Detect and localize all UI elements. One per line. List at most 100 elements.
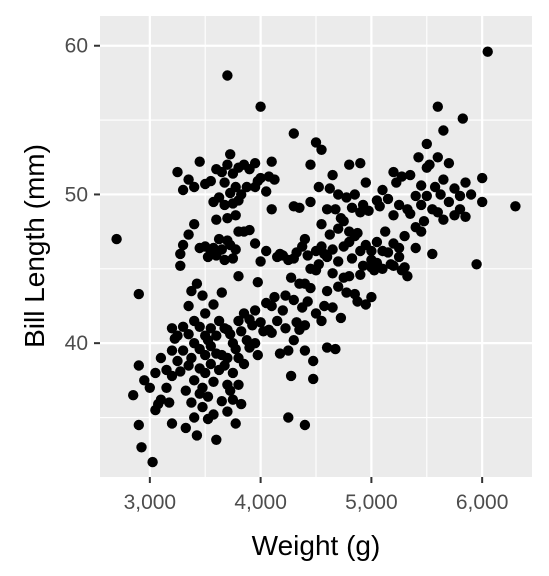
data-point <box>302 250 313 261</box>
data-point <box>155 394 167 405</box>
data-point <box>150 367 161 379</box>
data-points <box>111 46 521 468</box>
data-point <box>222 352 233 364</box>
data-point <box>416 226 427 237</box>
data-point <box>410 190 421 202</box>
data-point <box>382 247 394 258</box>
data-point <box>147 456 158 468</box>
data-point <box>482 46 493 57</box>
data-point <box>333 256 344 267</box>
data-point <box>200 308 211 319</box>
data-point <box>183 300 194 312</box>
data-point <box>186 397 197 408</box>
data-point <box>216 396 227 407</box>
data-point <box>399 230 410 242</box>
data-point <box>205 175 216 187</box>
data-point <box>225 385 236 396</box>
data-point <box>180 422 191 434</box>
data-point <box>222 70 233 81</box>
data-point <box>266 300 277 312</box>
data-point <box>213 233 225 245</box>
data-point <box>249 338 261 349</box>
data-point <box>166 345 178 356</box>
data-point <box>230 181 241 193</box>
data-point <box>321 251 333 263</box>
data-point <box>335 312 347 324</box>
data-point <box>166 370 178 382</box>
data-point <box>266 327 277 338</box>
data-point <box>222 213 233 224</box>
data-point <box>438 174 449 185</box>
data-point <box>302 296 313 307</box>
data-point <box>299 320 311 331</box>
data-point <box>133 360 144 371</box>
data-point <box>249 158 261 169</box>
data-point <box>366 245 377 257</box>
data-point <box>316 315 327 327</box>
data-point <box>316 144 327 155</box>
data-point <box>230 418 241 429</box>
data-point <box>197 290 208 301</box>
data-point <box>266 204 277 215</box>
data-point <box>288 128 299 139</box>
data-point <box>432 152 443 163</box>
data-point <box>205 323 216 334</box>
data-point <box>230 343 241 355</box>
data-point <box>285 370 297 382</box>
data-point <box>393 251 405 263</box>
data-point <box>219 177 230 188</box>
data-point <box>277 305 288 316</box>
data-point <box>454 190 466 202</box>
data-point <box>338 216 349 227</box>
data-point <box>510 201 521 212</box>
data-point <box>191 430 203 441</box>
data-point <box>416 180 427 191</box>
x-axis-title: Weight (g) <box>252 530 381 561</box>
data-point <box>222 406 233 417</box>
data-point <box>227 394 239 405</box>
data-point <box>299 419 311 431</box>
data-point <box>191 278 203 289</box>
data-point <box>405 169 416 181</box>
data-point <box>183 329 194 340</box>
data-point <box>177 239 189 251</box>
data-point <box>208 376 219 387</box>
data-point <box>416 199 427 211</box>
data-point <box>402 271 413 282</box>
data-point <box>310 137 322 148</box>
data-point <box>161 382 172 393</box>
data-point <box>360 177 371 188</box>
x-tick-label: 3,000 <box>124 491 177 514</box>
data-point <box>200 367 211 379</box>
data-point <box>227 367 239 379</box>
data-point <box>349 189 360 200</box>
data-point <box>238 358 250 370</box>
data-point <box>316 219 327 230</box>
y-axis: 40 50 60 <box>65 35 100 355</box>
data-point <box>219 254 230 266</box>
data-point <box>429 181 441 193</box>
y-tick-label: 50 <box>65 183 88 206</box>
data-point <box>327 169 338 181</box>
data-point <box>272 315 283 327</box>
data-point <box>288 294 299 306</box>
data-point <box>388 166 399 178</box>
data-point <box>366 291 377 303</box>
data-point <box>200 349 211 361</box>
data-point <box>333 223 344 234</box>
data-point <box>443 196 455 208</box>
data-point <box>227 253 239 264</box>
data-point <box>144 382 155 393</box>
data-point <box>189 219 200 230</box>
data-point <box>139 375 150 386</box>
data-point <box>449 183 460 194</box>
data-point <box>175 248 186 260</box>
data-point <box>172 166 183 178</box>
data-point <box>244 224 255 236</box>
data-point <box>299 233 311 245</box>
data-point <box>194 156 205 167</box>
data-point <box>208 299 219 310</box>
data-point <box>166 323 178 334</box>
data-point <box>460 211 471 222</box>
data-point <box>216 287 227 298</box>
